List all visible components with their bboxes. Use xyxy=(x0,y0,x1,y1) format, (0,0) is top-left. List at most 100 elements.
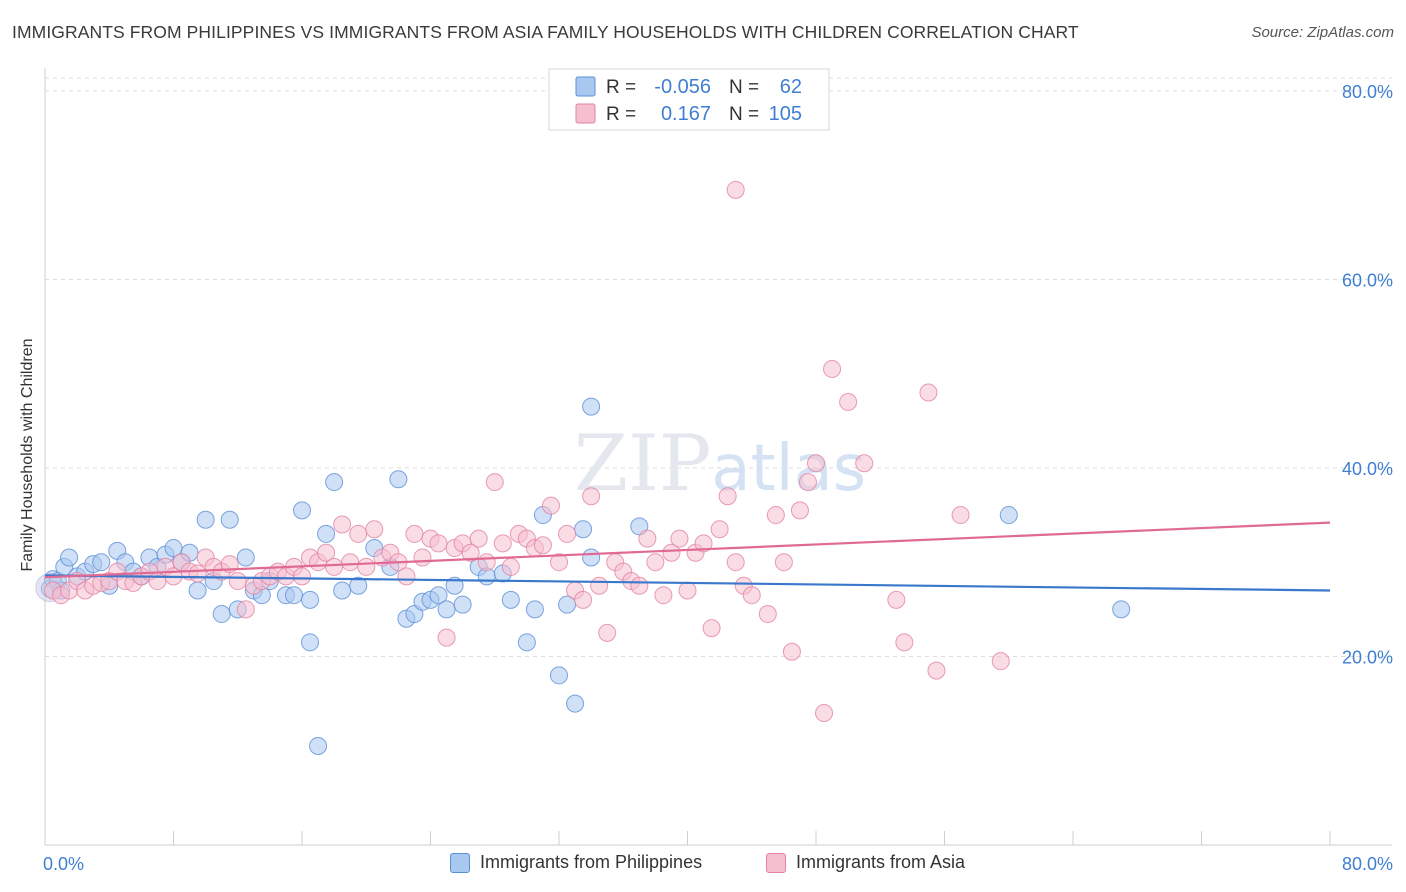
scatter-point xyxy=(349,524,368,543)
scatter-point xyxy=(991,652,1010,671)
legend-item-philippines[interactable]: Immigrants from Philippines xyxy=(450,852,702,873)
scatter-point xyxy=(550,666,568,685)
scatter-point xyxy=(493,534,512,553)
legend-label-asia: Immigrants from Asia xyxy=(796,852,966,872)
scatter-point xyxy=(951,506,970,525)
scatter-point xyxy=(742,586,761,605)
scatter-point xyxy=(333,581,352,600)
scatter-point xyxy=(598,623,617,642)
scatter-point xyxy=(590,576,609,595)
scatter-point xyxy=(485,473,504,492)
scatter-point xyxy=(823,359,842,378)
legend-n-value: 62 xyxy=(780,76,802,98)
scatter-point xyxy=(574,590,593,609)
scatter-point xyxy=(646,553,665,572)
scatter-point xyxy=(582,548,601,567)
scatter-point xyxy=(582,397,601,416)
axes xyxy=(44,68,1392,846)
scatter-point xyxy=(429,534,448,553)
scatter-point xyxy=(188,581,207,600)
scatter-point xyxy=(726,180,745,199)
scatter-point xyxy=(815,704,834,723)
tick-labels: 20.0% 40.0% 60.0% 80.0% 0.0% 80.0% xyxy=(43,82,1393,874)
legend-r-label: R = xyxy=(606,77,636,98)
scatter-point xyxy=(405,524,424,543)
scatter-point xyxy=(541,496,560,515)
scatter-point xyxy=(469,529,488,548)
scatter-point xyxy=(758,605,777,624)
scatter-point xyxy=(726,553,745,572)
scatter-point xyxy=(365,520,384,539)
scatter-point xyxy=(1112,600,1131,619)
scatter-point xyxy=(558,524,577,543)
scatter-point xyxy=(437,628,456,647)
scatter-point xyxy=(550,553,568,572)
scatter-point xyxy=(790,501,809,520)
legend-n-label: N = xyxy=(729,77,759,98)
legend-swatch xyxy=(575,103,596,124)
scatter-point xyxy=(574,520,593,539)
legend-n-value: 105 xyxy=(769,103,802,125)
legend-r-label: R = xyxy=(606,104,636,125)
scatter-point xyxy=(349,576,368,595)
scatter-point xyxy=(670,529,689,548)
legend-box xyxy=(548,68,830,131)
scatter-point xyxy=(413,548,432,567)
legend-bottom: Immigrants from Philippines Immigrants f… xyxy=(0,852,1406,878)
scatter-point xyxy=(301,590,320,609)
source-label: Source: ZipAtlas.com xyxy=(1251,24,1394,41)
scatter-point xyxy=(887,590,906,609)
scatter-point xyxy=(325,557,344,576)
scatter-point xyxy=(702,619,721,638)
scatter-point xyxy=(236,548,255,567)
scatter-point xyxy=(533,536,552,555)
scatter-point xyxy=(855,454,874,473)
scatter-point xyxy=(60,548,79,567)
x-tick-label-right: 80.0% xyxy=(1342,854,1393,874)
scatter-point xyxy=(782,642,801,661)
y-tick-label: 40.0% xyxy=(1342,459,1393,479)
scatter-point xyxy=(807,454,825,473)
scatter-point xyxy=(766,506,785,525)
scatter-point xyxy=(501,557,520,576)
scatter-point xyxy=(284,586,303,605)
scatter-point xyxy=(220,510,239,529)
scatter-point xyxy=(228,572,247,591)
scatter-point xyxy=(341,553,360,572)
scatter-point xyxy=(188,564,207,583)
scatter-point xyxy=(662,543,681,562)
scatter-point xyxy=(397,567,416,586)
scatter-point xyxy=(718,487,737,506)
y-tick-label: 20.0% xyxy=(1342,647,1393,667)
trend-lines xyxy=(44,521,1331,592)
scatter-point xyxy=(927,661,946,680)
scatter-point xyxy=(630,576,649,595)
legend-swatch xyxy=(575,76,596,97)
scatter-point xyxy=(694,534,713,553)
scatter-point xyxy=(301,633,320,652)
scatter-point xyxy=(517,633,536,652)
scatter-point xyxy=(710,520,729,539)
scatter-point xyxy=(453,595,472,614)
scatter-point xyxy=(654,586,673,605)
scatter-point xyxy=(919,383,938,402)
scatter-point xyxy=(429,586,448,605)
scatter-point xyxy=(445,576,464,595)
scatter-point xyxy=(638,529,657,548)
scatter-point xyxy=(895,633,914,652)
scatter-point xyxy=(333,515,352,534)
legend-swatch-asia xyxy=(766,852,786,873)
scatter-point xyxy=(293,567,311,586)
scatter-point xyxy=(309,737,328,756)
scatter-point xyxy=(293,501,311,520)
y-tick-label: 60.0% xyxy=(1342,270,1393,290)
legend-item-asia[interactable]: Immigrants from Asia xyxy=(766,852,965,873)
legend-r-value: 0.167 xyxy=(661,103,711,125)
watermark-atlas: atlas xyxy=(711,432,866,506)
scatter-point xyxy=(357,557,376,576)
scatter-point xyxy=(317,543,336,562)
legend-n-label: N = xyxy=(729,104,759,125)
scatter-point xyxy=(999,506,1018,525)
scatter-point xyxy=(798,473,817,492)
